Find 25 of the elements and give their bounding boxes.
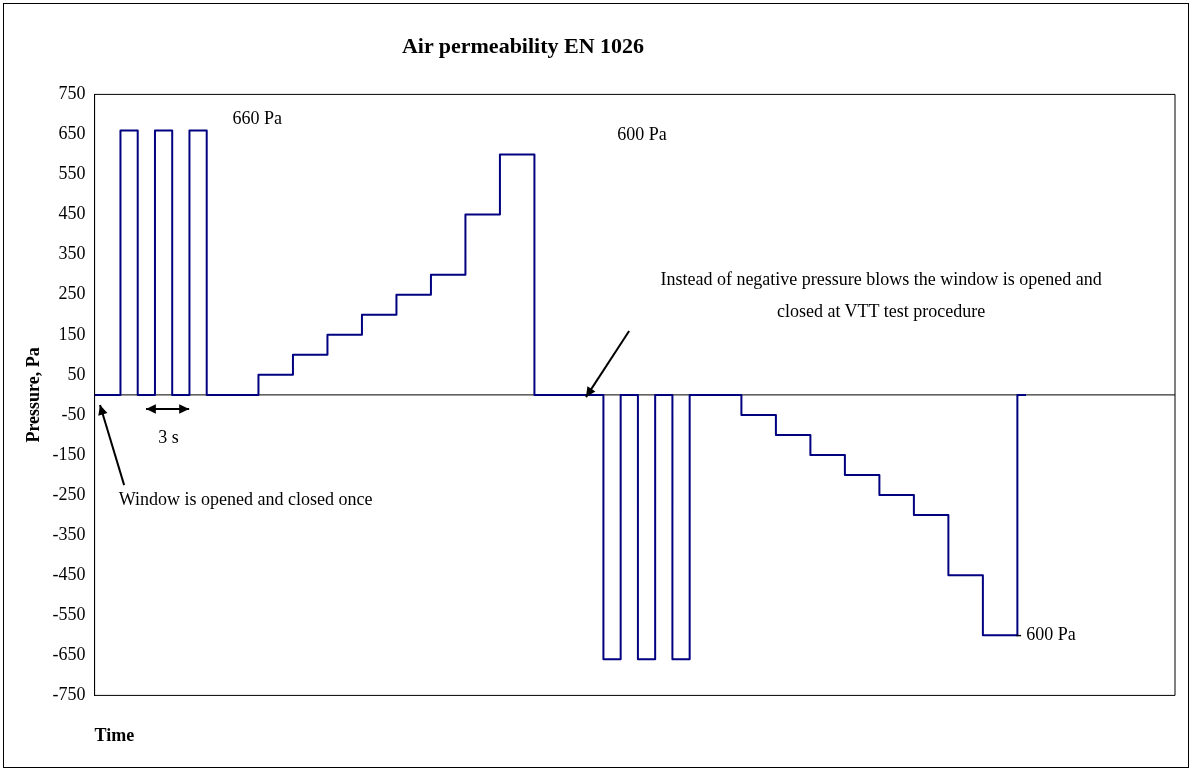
y-tick-label: 250 [58, 283, 86, 304]
annotation: Window is opened and closed once [118, 489, 373, 511]
y-tick-label: 350 [58, 243, 86, 264]
chart-title: Air permeability EN 1026 [401, 32, 645, 58]
annotation: 600 Pa [617, 123, 667, 145]
y-tick-label: -150 [52, 443, 86, 464]
y-tick-label: 150 [58, 323, 86, 344]
y-tick-label: -50 [61, 403, 86, 424]
y-tick-label: 550 [58, 163, 86, 184]
annotation: Instead of negative pressure blows the window is opened and closed at VTT test procedure [659, 267, 1103, 323]
y-tick-label: -450 [52, 563, 86, 584]
y-axis-title: Pressure, Pa [23, 347, 44, 443]
y-tick-label: -650 [52, 644, 86, 665]
x-axis-title: Time [94, 724, 135, 745]
annotation: 3 s [158, 427, 179, 449]
y-tick-label: 450 [58, 203, 86, 224]
y-tick-label: 750 [58, 83, 86, 104]
y-tick-label: -250 [52, 483, 86, 504]
y-tick-label: 50 [67, 363, 86, 384]
y-tick-label: 650 [58, 123, 86, 144]
y-tick-label: -750 [52, 684, 86, 705]
annotation: - 600 Pa [1015, 624, 1076, 646]
y-tick-label: -550 [52, 604, 86, 624]
y-tick-label: -350 [52, 523, 86, 544]
annotation: 660 Pa [232, 107, 283, 129]
